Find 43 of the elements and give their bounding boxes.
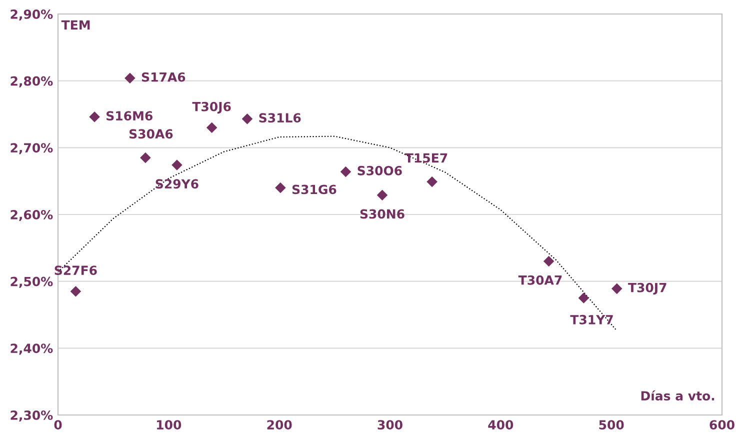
x-tick-label: 100 xyxy=(157,420,182,430)
annotation: S27F6 xyxy=(54,266,97,276)
point xyxy=(70,286,82,297)
annotation: T30J7 xyxy=(628,282,666,295)
annotation: S31G6 xyxy=(292,184,336,194)
point xyxy=(543,256,554,267)
point xyxy=(89,112,100,122)
x-tick-label: 500 xyxy=(599,420,624,430)
point xyxy=(206,122,218,133)
y-tick-label: 2,80% xyxy=(10,76,53,88)
y-tick-label: 2,40% xyxy=(10,344,53,355)
x-tick-label: 600 xyxy=(710,420,734,430)
point xyxy=(275,182,286,194)
x-tick-label: 0 xyxy=(54,420,62,430)
point xyxy=(426,176,438,188)
annotation: S16M6 xyxy=(106,111,152,121)
y-tick-label: 2,50% xyxy=(10,276,53,288)
annotation: T31Y7 xyxy=(570,314,613,324)
y-tick-label: 2,90% xyxy=(10,9,53,21)
point xyxy=(611,283,622,294)
point xyxy=(578,292,590,304)
annotation: S29Y6 xyxy=(156,179,198,189)
point xyxy=(172,160,182,170)
y-tick-label: 2,30% xyxy=(10,410,53,422)
x-tick-label: 400 xyxy=(488,420,514,430)
annotation: T30J6 xyxy=(192,102,231,114)
point xyxy=(242,114,253,124)
x-axis-title: Días a vto. xyxy=(641,390,714,401)
point xyxy=(340,166,352,178)
point xyxy=(140,152,151,164)
y-axis-title: TEM xyxy=(61,20,90,30)
x-tick-label: 300 xyxy=(378,420,402,430)
annotation: S31L6 xyxy=(259,113,301,123)
annotation: S30O6 xyxy=(358,166,402,176)
y-tick-label: 2,70% xyxy=(10,143,53,154)
annotation: S17A6 xyxy=(142,72,186,82)
annotation: S30A6 xyxy=(129,129,173,139)
x-tick-label: 200 xyxy=(267,420,292,430)
y-tick-label: 2,60% xyxy=(10,210,53,222)
point xyxy=(376,190,388,200)
annotation: S30N6 xyxy=(360,209,404,219)
point xyxy=(124,72,136,84)
annotation: T30A7 xyxy=(518,275,562,285)
